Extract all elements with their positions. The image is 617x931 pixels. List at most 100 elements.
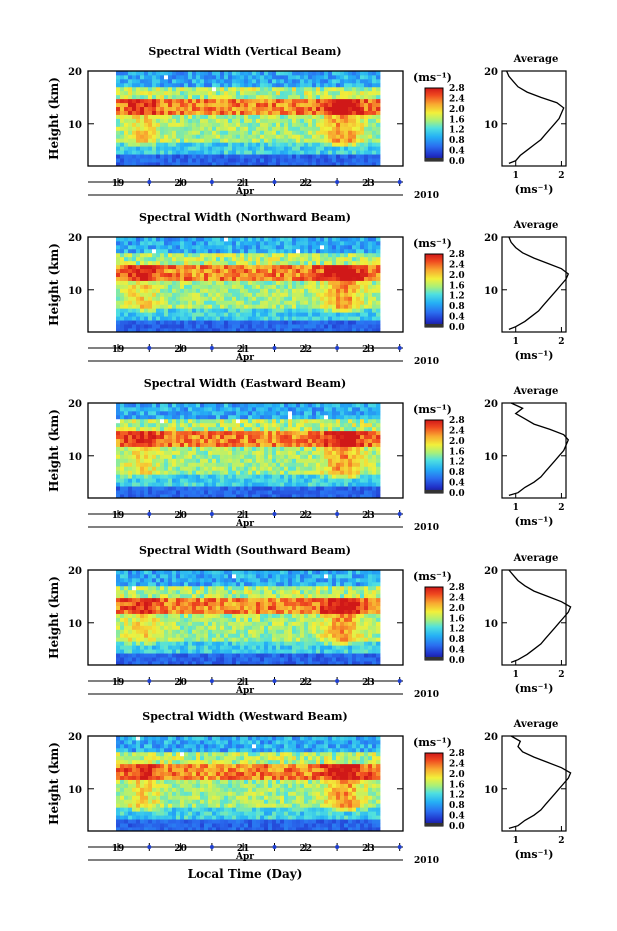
heatmap-cell — [196, 292, 201, 297]
heatmap-cell — [284, 300, 289, 305]
heatmap-cell — [296, 446, 301, 451]
heatmap-cell — [144, 276, 149, 281]
heatmap-cell — [244, 150, 249, 155]
heatmap-cell — [248, 146, 253, 151]
heatmap-cell — [132, 276, 137, 281]
heatmap-cell — [312, 304, 317, 309]
heatmap-cell — [252, 276, 257, 281]
heatmap-cell — [164, 446, 169, 451]
heatmap-cell — [288, 240, 293, 246]
heatmap-cell — [340, 446, 345, 451]
heatmap-cell — [148, 430, 153, 436]
heatmap-cell — [368, 82, 373, 88]
heatmap-cell — [208, 142, 213, 147]
heatmap-cell — [260, 130, 265, 135]
heatmap-cell — [220, 268, 225, 274]
heatmap-cell — [144, 474, 149, 479]
heatmap-cell — [220, 252, 225, 258]
heatmap-cell — [352, 316, 357, 321]
heatmap-cell — [136, 312, 141, 317]
heatmap-cell — [200, 280, 205, 285]
heatmap-cell — [356, 450, 361, 455]
heatmap-cell — [268, 94, 273, 100]
heatmap-cell — [292, 272, 297, 277]
heatmap-cell — [160, 316, 165, 321]
heatmap-cell — [276, 248, 281, 254]
heatmap-cell — [356, 146, 361, 151]
heatmap-cell — [244, 106, 249, 111]
heatmap-cell — [276, 78, 281, 84]
heatmap-cell — [140, 446, 145, 451]
heatmap-cell — [216, 150, 221, 155]
heatmap-cell — [188, 474, 193, 479]
heatmap-cell — [208, 240, 213, 246]
heatmap-cell — [288, 118, 293, 123]
heatmap-cell — [308, 122, 313, 127]
heatmap-cell — [140, 296, 145, 301]
heatmap-cell — [156, 122, 161, 127]
heatmap-cell — [256, 430, 261, 436]
heatmap-cell — [124, 410, 129, 416]
heatmap-cell — [148, 102, 153, 108]
heatmap-cell — [148, 134, 153, 139]
heatmap-cell — [328, 237, 333, 242]
heatmap-cell — [344, 470, 349, 475]
heatmap-cell — [120, 296, 125, 301]
heatmap-cell — [180, 438, 185, 443]
heatmap-cell — [204, 102, 209, 108]
heatmap-cell — [340, 430, 345, 436]
heatmap-cell — [196, 74, 201, 80]
heatmap-cell — [184, 237, 189, 242]
heatmap-cell — [236, 94, 241, 100]
heatmap-cell — [232, 438, 237, 443]
heatmap-cell — [208, 292, 213, 297]
heatmap-cell — [124, 414, 129, 420]
heatmap-cell — [328, 86, 333, 92]
heatmap-cell — [116, 482, 121, 487]
heatmap-cell — [144, 268, 149, 274]
heatmap-cell — [288, 458, 293, 463]
heatmap-cell — [160, 94, 165, 100]
heatmap-cell — [376, 94, 381, 100]
heatmap-cell — [176, 406, 181, 412]
heatmap-cell — [300, 280, 305, 285]
heatmap-cell — [328, 82, 333, 88]
heatmap-cell — [188, 462, 193, 467]
heatmap-cell — [172, 406, 177, 412]
heatmap-cell — [328, 426, 333, 432]
heatmap-cell — [260, 304, 265, 309]
heatmap-cell — [332, 414, 337, 420]
heatmap-cell — [268, 284, 273, 289]
heatmap-cell — [364, 138, 369, 143]
heatmap-cell — [152, 470, 157, 475]
heatmap-cell — [336, 434, 341, 440]
heatmap-cell — [196, 430, 201, 436]
heatmap-cell — [156, 150, 161, 155]
heatmap-cell — [280, 237, 285, 242]
heatmap-cell — [288, 288, 293, 293]
heatmap-cell — [296, 426, 301, 432]
heatmap-cell — [236, 482, 241, 487]
heatmap-cell — [340, 490, 345, 495]
heatmap-cell — [152, 304, 157, 309]
heatmap-cell — [280, 324, 285, 329]
heatmap-cell — [144, 256, 149, 262]
heatmap-cell — [256, 316, 261, 321]
heatmap-cell — [124, 130, 129, 135]
heatmap-cell — [220, 312, 225, 317]
heatmap-cell — [220, 146, 225, 151]
heatmap-cell — [364, 486, 369, 491]
heatmap-cell — [316, 442, 321, 447]
heatmap-cell — [364, 410, 369, 416]
heatmap-cell — [116, 450, 121, 455]
heatmap-cell — [352, 466, 357, 471]
heatmap-cell — [328, 410, 333, 416]
heatmap-cell — [164, 86, 169, 92]
heatmap-cell — [192, 252, 197, 258]
heatmap-cell — [200, 110, 205, 115]
heatmap-cell — [288, 154, 293, 159]
heatmap-cell — [280, 486, 285, 491]
heatmap-cell — [320, 106, 325, 111]
heatmap-cell — [284, 118, 289, 123]
heatmap-cell — [180, 450, 185, 455]
